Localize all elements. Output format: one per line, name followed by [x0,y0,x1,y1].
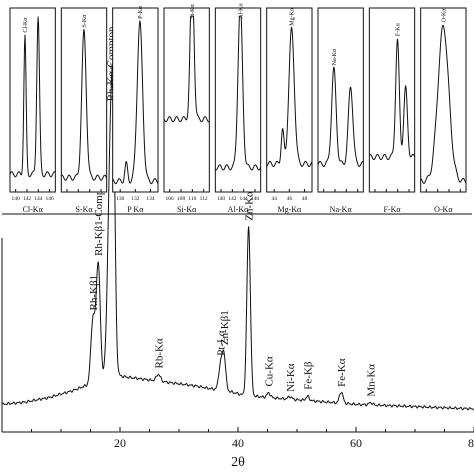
inset-tick-label: 130 [116,196,125,202]
inset-frame [420,7,467,193]
inset-spectrum-line [266,26,313,167]
inset-tick-label: 140 [12,196,21,202]
peak-label: Zn-Kα [244,191,256,221]
inset-x-label: O-Kα [434,205,453,214]
inset-tick-label: 132 [131,196,140,202]
inset-x-label: Na-Kα [330,205,353,214]
main-spectrum-plot: 20406080Rh-Kβ1Rh-Kβ1-ComptonRh-Kα-Compto… [1,26,474,450]
peak-label: Zn-Kβ1 [219,310,231,345]
inset-peak-label: Al-Kα [238,3,244,19]
inset-tick-label: 140 [217,196,226,202]
inset-tick-label: 146 [251,196,260,202]
peak-label: Mn-Kα [366,364,378,397]
inset-spectrum-line [368,38,416,161]
inset-tick-label: 110 [188,196,196,202]
inset-spectrum-line [214,15,262,171]
inset-x-label: Mg-Kα [277,205,302,214]
inset-x-label: Si-Kα [177,205,197,214]
inset-peak-label: Cl-Kα [23,17,29,33]
peak-label: Rb-Kα [153,338,165,368]
inset-tick-label: 144 [240,196,249,202]
inset-spectrum-line [9,16,56,178]
inset-spectrum-line [112,20,159,185]
inset-tick-label: 44 [271,196,277,202]
inset-tick-label: 146 [46,196,55,202]
main-x-tick-label: 40 [232,436,244,450]
inset-tick-label: 48 [302,196,308,202]
inset-x-label: Cl-Kα [23,205,44,214]
inset-frame [60,7,108,193]
main-x-tick-label: 20 [114,436,126,450]
inset-frame [163,7,210,193]
inset-peak-label: O-Kα [441,8,447,23]
inset-tick-label: 108 [177,196,186,202]
inset-x-label: F-Kα [383,205,401,214]
inset-panel: O-Kα O-Kα [420,7,467,214]
main-spectrum-line [1,65,474,411]
inset-peak-label: Si-Kα [190,4,196,19]
inset-panel: S-Kα S-Kα [60,7,108,214]
inset-panel: Na-Kα Na-Kα [317,7,364,214]
inset-tick-label: 142 [228,196,237,202]
main-x-tick-label: 80 [468,436,474,450]
inset-tick-label: 142 [23,196,32,202]
inset-peak-label: F-Kα [395,22,401,36]
inset-x-label: Al-Kα [228,205,249,214]
inset-tick-label: 106 [166,196,175,202]
inset-peak-label: Mg-Kα [290,7,296,26]
main-x-axis-label: 2θ [231,455,245,470]
inset-spectrum-line [420,24,467,184]
inset-frame [368,7,416,193]
peak-label: Ni-Kα [285,363,297,392]
peak-label: Pt-Lα [215,330,227,356]
inset-tick-label: 46 [287,196,293,202]
peak-label: Fe-Kβ [303,361,315,390]
inset-peak-label: P-Kα [138,5,144,19]
peak-label: Cu-Kα [264,356,276,386]
main-x-tick-label: 60 [350,436,362,450]
peak-label: Fe-Kα [336,358,348,387]
inset-frame [9,7,56,193]
inset-spectrum-line [163,15,210,123]
inset-tick-label: 134 [146,196,155,202]
inset-panel: F-Kα F-Kα [368,7,416,214]
inset-frame [266,7,313,193]
inset-spectrum-line [61,28,108,181]
peak-label: Rh-Kβ1 [88,275,100,311]
inset-tick-label: 112 [200,196,208,202]
inset-peak-label: Na-Kα [332,48,338,65]
inset-x-label: S-Kα [75,205,93,214]
inset-frame [214,7,262,193]
inset-x-label: P Kα [127,205,144,214]
inset-spectrum-line [317,66,364,167]
inset-peak-label: S-Kα [82,14,88,28]
peak-label: Rh-Kβ1-Compton [93,175,105,256]
inset-tick-label: 144 [34,196,43,202]
inset-frame [112,7,159,193]
